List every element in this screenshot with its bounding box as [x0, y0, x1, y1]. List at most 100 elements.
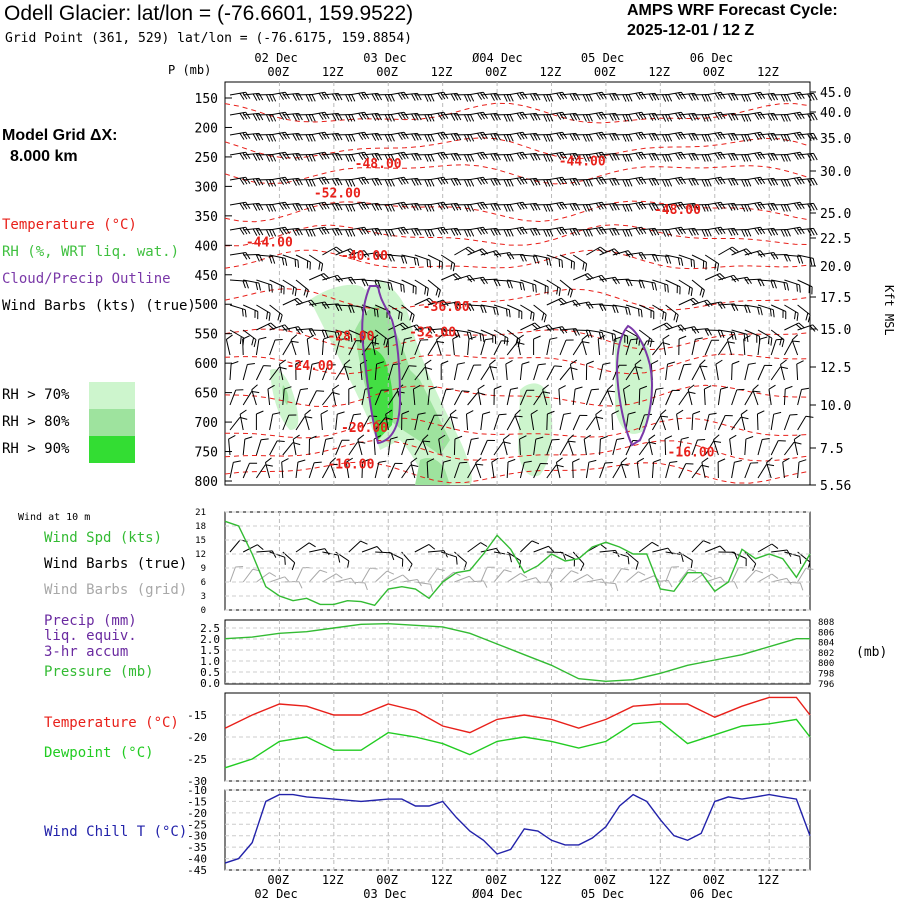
wind-barb-feather: [450, 93, 456, 101]
wind-barb-feather: [271, 284, 273, 293]
wind-barb-staff: [452, 339, 455, 356]
wind-barb-staff: [414, 440, 423, 456]
surface-wind-barb-grid-feather: [319, 569, 328, 574]
wind-barb: [717, 386, 729, 406]
surface-wind-barb-true-staff: [625, 551, 639, 563]
wind-barb: [282, 279, 297, 297]
wind-barb-feather: [334, 275, 341, 283]
wind-barb-feather: [509, 134, 514, 142]
wind-barb-feather: [283, 286, 285, 295]
wind-barb-feather: [443, 459, 451, 463]
wind-barb-feather: [358, 227, 364, 235]
wind-barb-staff: [255, 439, 262, 456]
surface-wind-barb-true-feather: [509, 554, 512, 563]
wind-barb-feather: [752, 390, 761, 393]
wind-barb: [309, 226, 330, 235]
wind-barb-staff: [665, 390, 673, 406]
wind-barb: [585, 459, 597, 479]
wind-barb-feather: [351, 229, 356, 237]
wind-barb-staff: [770, 339, 777, 356]
wind-barb-staff: [453, 438, 456, 456]
wind-barb: [229, 131, 251, 140]
wind-barb-feather: [440, 177, 446, 185]
wind-barb-feather: [411, 314, 415, 323]
wind-barb: [242, 436, 253, 456]
wind-barb-feather: [546, 204, 551, 212]
wind-barb-staff: [348, 414, 354, 431]
wind-barb: [782, 457, 790, 479]
wind-barb-feather: [430, 204, 435, 212]
wind-barb-feather: [345, 204, 350, 212]
wind-barb-feather: [559, 152, 565, 160]
wind-barb-feather: [245, 131, 251, 139]
wind-barb-feather: [786, 282, 790, 291]
wind-barb: [282, 254, 299, 268]
wind-barb: [493, 329, 509, 346]
wind-barb-feather: [786, 179, 791, 187]
wind-barb-feather: [595, 92, 601, 100]
wind-barb-feather: [348, 114, 353, 122]
wind-barb: [546, 201, 568, 210]
wind-barb-feather: [335, 246, 343, 252]
surface-wind-barb-true-staff: [375, 551, 392, 554]
wind-barb-feather: [785, 311, 787, 320]
wind-barb-feather: [308, 94, 313, 102]
wind-barb-feather: [443, 201, 449, 209]
surface-wind-barb-grid: [427, 568, 445, 583]
wind-barb: [424, 359, 432, 381]
wind-barb: [546, 131, 568, 140]
wind-barb: [295, 360, 303, 381]
temperature-contour: [224, 164, 811, 185]
wind-barb-staff: [374, 389, 382, 406]
wind-barb-feather: [305, 289, 309, 298]
wind-barb-feather: [493, 307, 496, 315]
wind-barb: [454, 133, 475, 142]
wind-barb: [757, 463, 775, 479]
wind-barb-feather: [440, 92, 446, 100]
wind-barb-feather: [717, 177, 723, 185]
wind-barb: [573, 93, 593, 102]
wind-barb-feather: [783, 114, 788, 122]
surface-wind-barb-true: [757, 543, 779, 553]
wind-barb: [269, 254, 288, 266]
wind-barb-staff: [519, 462, 525, 479]
surface-wind-barb-grid-staff: [586, 578, 603, 583]
wind-barb: [784, 111, 805, 120]
wind-barb-feather: [706, 299, 713, 307]
wind-barb-staff: [255, 365, 264, 381]
surface-wind-barb-true-feather: [627, 556, 630, 565]
wind-barb-feather: [582, 229, 587, 237]
wind-barb: [546, 176, 568, 185]
wind-barb-staff: [678, 463, 687, 479]
wind-barb-feather: [258, 336, 267, 340]
wind-barb: [292, 434, 300, 456]
wind-barb-feather: [490, 153, 495, 161]
wind-barb: [784, 226, 805, 235]
wind-barb-staff: [793, 439, 799, 456]
wind-barb: [744, 390, 761, 406]
wind-barb: [599, 304, 619, 314]
wind-barb-staff: [770, 440, 779, 456]
wind-barb-feather: [463, 229, 469, 237]
wind-barb-feather: [466, 114, 472, 122]
wind-barb-feather: [760, 226, 766, 234]
wind-barb-feather: [627, 250, 634, 257]
wind-barb-feather: [675, 202, 681, 210]
surface-wind-barb-true-staff: [533, 545, 549, 553]
wind-barb-feather: [450, 203, 456, 211]
wind-barb-feather: [346, 457, 354, 463]
height-axis-label: Kft MSL: [882, 285, 896, 336]
wind-barb: [705, 151, 726, 160]
wind-barb-staff: [715, 364, 719, 381]
wind-barb-feather: [676, 285, 678, 294]
wind-barb-staff: [361, 389, 366, 406]
wind-barb-feather: [567, 288, 571, 296]
wind-barb: [784, 279, 801, 293]
surface-wind-barb-grid-feather: [402, 574, 409, 581]
wind-barb: [546, 365, 562, 381]
wind-barb-feather: [628, 114, 633, 122]
wind-barb: [427, 340, 445, 356]
windchill-tick-label: -30: [187, 830, 207, 843]
wind-barb-feather: [717, 458, 726, 463]
wind-barb-feather: [409, 312, 413, 321]
